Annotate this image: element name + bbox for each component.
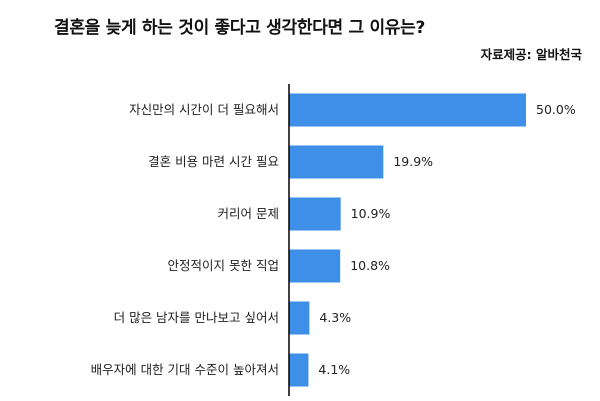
value-label-4: 4.3% xyxy=(319,310,351,325)
category-label-4: 더 많은 남자를 만나보고 싶어서 xyxy=(114,310,279,325)
bar-4 xyxy=(289,301,310,335)
value-label-0: 50.0% xyxy=(536,102,576,117)
category-label-1: 결혼 비용 마련 시간 필요 xyxy=(148,154,279,169)
category-label-0: 자신만의 시간이 더 필요해서 xyxy=(129,102,279,117)
value-label-5: 4.1% xyxy=(318,362,350,377)
source-credit: 자료제공: 알바천국 xyxy=(480,47,582,62)
bar-2 xyxy=(289,197,341,231)
bar-3 xyxy=(289,249,341,283)
chart-title: 결혼을 늦게 하는 것이 좋다고 생각한다면 그 이유는? xyxy=(54,18,426,38)
value-label-1: 19.9% xyxy=(393,154,433,169)
value-label-3: 10.8% xyxy=(350,258,390,273)
category-label-5: 배우자에 대한 기대 수준이 높아져서 xyxy=(91,362,279,377)
bar-0 xyxy=(289,93,526,127)
bar-5 xyxy=(289,353,309,387)
bar-1 xyxy=(289,145,384,179)
category-label-3: 안정적이지 못한 직업 xyxy=(168,258,279,273)
category-label-2: 커리어 문제 xyxy=(218,206,279,221)
value-label-2: 10.9% xyxy=(351,206,391,221)
